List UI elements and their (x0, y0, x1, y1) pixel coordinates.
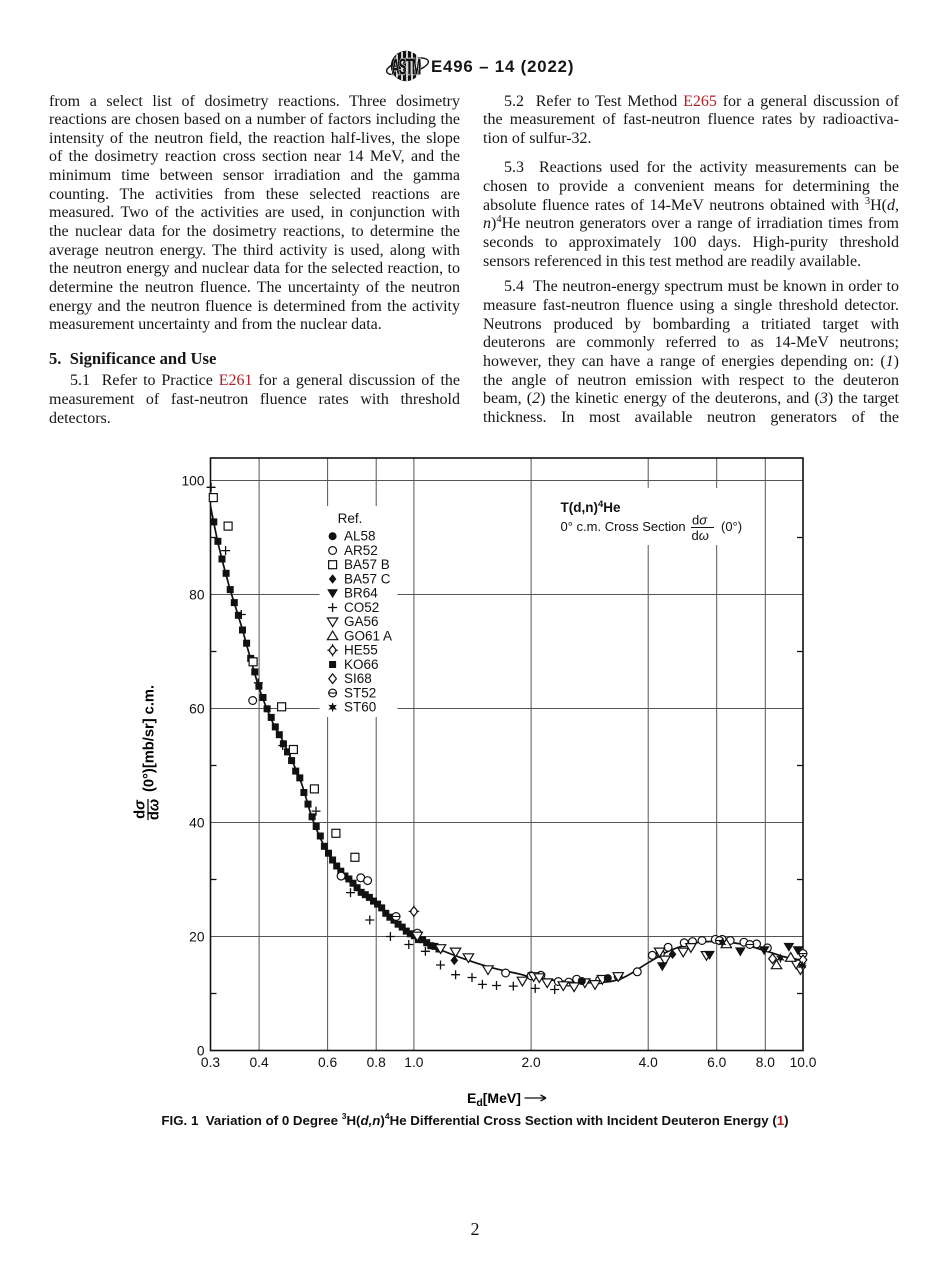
svg-text:BA57 B: BA57 B (344, 557, 390, 572)
svg-text:0.4: 0.4 (250, 1055, 270, 1070)
svg-text:Ed[MeV]: Ed[MeV] (467, 1090, 521, 1109)
svg-text:BR64: BR64 (344, 586, 378, 601)
svg-text:80: 80 (189, 588, 205, 603)
svg-text:ST60: ST60 (344, 700, 376, 715)
svg-text:1.0: 1.0 (404, 1055, 424, 1070)
svg-text:CO52: CO52 (344, 600, 379, 615)
svg-text:GO61 A: GO61 A (344, 628, 392, 643)
svg-text:100: 100 (181, 474, 204, 489)
svg-text:2.0: 2.0 (522, 1055, 542, 1070)
svg-text:ST52: ST52 (344, 685, 376, 700)
svg-text:(0°)[mb/sr] c.m.: (0°)[mb/sr] c.m. (142, 685, 158, 792)
svg-text:(0°): (0°) (721, 519, 742, 534)
svg-text:dσ: dσ (692, 513, 708, 528)
svg-text:4.0: 4.0 (639, 1055, 659, 1070)
svg-text:20: 20 (189, 930, 205, 945)
svg-text:KO66: KO66 (344, 657, 379, 672)
svg-text:0: 0 (197, 1044, 205, 1059)
svg-text:0.3: 0.3 (201, 1055, 221, 1070)
svg-text:dσ: dσ (133, 799, 149, 819)
svg-text:HE55: HE55 (344, 643, 378, 658)
svg-text:dω: dω (147, 799, 163, 820)
svg-text:AL58: AL58 (344, 529, 376, 544)
svg-text:SI68: SI68 (344, 671, 372, 686)
svg-text:T(d,n)4He: T(d,n)4He (561, 499, 622, 516)
svg-text:0.6: 0.6 (318, 1055, 338, 1070)
svg-text:dω: dω (692, 528, 709, 543)
svg-text:0° c.m. Cross Section: 0° c.m. Cross Section (561, 519, 686, 534)
svg-text:0.8: 0.8 (367, 1055, 387, 1070)
svg-text:8.0: 8.0 (756, 1055, 776, 1070)
svg-text:10.0: 10.0 (790, 1055, 817, 1070)
svg-text:ASTM: ASTM (392, 54, 421, 79)
svg-text:AR52: AR52 (344, 543, 378, 558)
svg-text:GA56: GA56 (344, 614, 379, 629)
svg-text:40: 40 (189, 816, 205, 831)
svg-text:ASTM: ASTM (392, 54, 421, 79)
svg-text:BA57 C: BA57 C (344, 571, 391, 586)
svg-text:60: 60 (189, 702, 205, 717)
svg-text:Ref.: Ref. (338, 511, 363, 526)
svg-text:6.0: 6.0 (707, 1055, 727, 1070)
